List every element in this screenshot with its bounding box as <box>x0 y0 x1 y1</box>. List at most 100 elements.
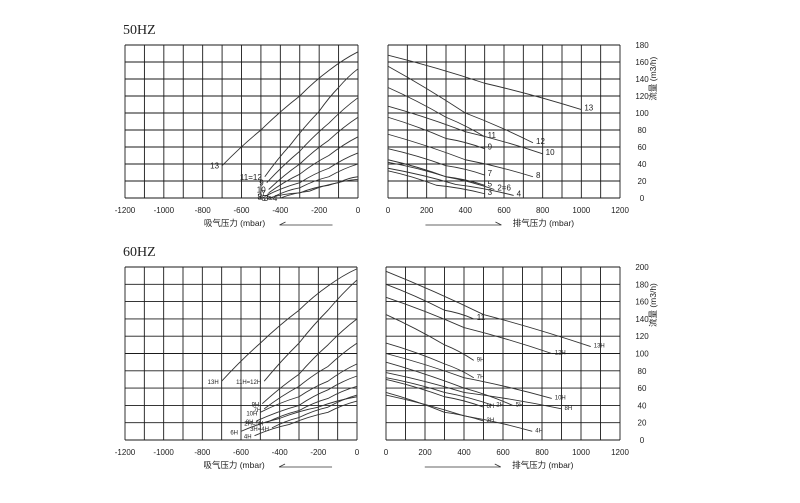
series-line-11 <box>385 283 474 320</box>
x-axis-arrow <box>425 221 502 226</box>
series-line-9H <box>385 314 475 361</box>
series-line-4 <box>387 167 514 196</box>
series-label-4H: 4H <box>535 428 543 434</box>
series-label-8: 8 <box>257 192 262 201</box>
series-label-9: 9 <box>488 143 493 152</box>
series-line-7H <box>385 342 474 379</box>
y-tick-label: 160 <box>635 298 649 307</box>
x-tick-label: -400 <box>272 448 289 457</box>
chart-panel-discharge-50: 0 200 400 600 800 1000 1200 0 20 40 60 80 100 120 140 1… <box>386 41 658 228</box>
x-tick-label: 1000 <box>572 206 590 215</box>
series-line-11=12 <box>264 68 359 178</box>
series-line-5H <box>385 361 513 406</box>
x-tick-label: -800 <box>195 206 212 215</box>
x-axis-label: 吸气压力 (mbar) <box>204 218 266 228</box>
series-label-3: 3 <box>488 188 493 197</box>
series-line-6H <box>385 379 484 408</box>
x-tick-label: 0 <box>355 448 360 457</box>
series-line-7 <box>268 136 359 194</box>
grid <box>385 266 621 441</box>
series-line-9 <box>266 97 359 184</box>
y-tick-label: 60 <box>638 143 647 152</box>
series-label-8H: 8H <box>246 420 254 426</box>
series-label-5: 5 <box>488 179 493 188</box>
series-line-12 <box>387 65 534 144</box>
x-axis-arrow <box>424 463 501 468</box>
x-tick-label: 0 <box>384 448 389 457</box>
series-line-4H <box>385 394 533 432</box>
chart-panel-discharge-60: 0 200 400 600 800 1000 1200 0 20 40 60 80 100 120 140 1… <box>384 263 658 470</box>
series-line-4H <box>254 400 358 437</box>
series-line-8H <box>385 372 562 410</box>
series-label-2=6: 2=6 <box>497 184 511 193</box>
series-line-13 <box>387 54 582 111</box>
y-axis-label: 流量 (m3/h) <box>648 57 658 101</box>
x-tick-label: -400 <box>272 206 289 215</box>
series-label-8: 8 <box>536 171 541 180</box>
series-label-9H: 9H <box>252 403 260 409</box>
series-line-2=6 <box>387 159 495 190</box>
series-label-9: 9 <box>259 179 264 188</box>
x-tick-label: -200 <box>310 448 327 457</box>
series-label-7: 7 <box>488 169 493 178</box>
chart-panel-suction-60: 60HZ -1200 -1000 -800 -600 -400 -200 0 吸气压力 (mba… <box>115 245 360 470</box>
y-tick-label: 140 <box>635 75 649 84</box>
x-tick-label: -1000 <box>153 448 174 457</box>
y-axis-label: 流量 (m3/h) <box>648 283 658 327</box>
y-tick-label: 60 <box>638 384 647 393</box>
series-label-7H: 7H <box>477 375 485 381</box>
x-tick-label: 600 <box>496 448 510 457</box>
series-label-5H: 5H <box>516 402 524 408</box>
x-tick-label: 800 <box>536 206 550 215</box>
series-line-11 <box>387 87 485 138</box>
series-line-8 <box>387 133 534 178</box>
series-label-10H: 10H <box>555 395 566 401</box>
y-tick-label: 20 <box>638 177 647 186</box>
x-tick-label: -1200 <box>115 206 136 215</box>
series-line-7H <box>263 342 358 410</box>
frequency-label: 50HZ <box>123 23 156 38</box>
x-tick-label: 1000 <box>572 448 590 457</box>
x-axis-label: 排气压力 (mbar) <box>513 218 575 228</box>
series-line-2=5 <box>274 163 359 197</box>
series-label-3=4: 3=4 <box>264 194 278 203</box>
series-line-2H=5H <box>265 385 358 424</box>
y-tick-label: 100 <box>635 350 649 359</box>
series-label-11H=12H: 11H=12H <box>236 380 261 386</box>
y-tick-label: 140 <box>635 315 649 324</box>
x-tick-label: -600 <box>233 448 250 457</box>
y-tick-label: 40 <box>638 401 647 410</box>
series-label-10H: 10H <box>246 411 257 417</box>
y-tick-label: 80 <box>638 367 647 376</box>
x-tick-label: -600 <box>233 206 250 215</box>
y-tick-label: 180 <box>635 41 649 50</box>
series-label-2=5: 2=5 <box>258 192 272 201</box>
series-line-10H <box>385 353 552 399</box>
x-tick-label: 1200 <box>611 206 629 215</box>
series-line-13H <box>221 268 358 382</box>
x-tick-label: 200 <box>420 206 434 215</box>
series-label-11: 11 <box>488 131 497 140</box>
series-line-6 <box>268 178 359 199</box>
x-axis-arrow <box>278 463 333 468</box>
grid <box>387 44 621 199</box>
series-label-13H: 13H <box>208 380 219 386</box>
series-label-10: 10 <box>546 148 555 157</box>
frequency-label: 60HZ <box>123 245 156 260</box>
series-line-13H <box>385 270 591 348</box>
series-line-3 <box>387 170 485 195</box>
y-tick-label: 180 <box>635 280 649 289</box>
y-tick-label: 80 <box>638 126 647 135</box>
x-tick-label: 400 <box>457 448 471 457</box>
x-tick-label: -800 <box>194 448 211 457</box>
y-tick-label: 20 <box>638 419 647 428</box>
y-tick-label: 100 <box>635 109 649 118</box>
x-tick-label: -1200 <box>115 448 136 457</box>
series-line-9H <box>261 318 358 405</box>
x-tick-label: 200 <box>418 448 432 457</box>
y-tick-label: 120 <box>635 332 649 341</box>
series-label-13: 13 <box>584 104 593 113</box>
x-tick-label: -1000 <box>154 206 175 215</box>
y-tick-label: 0 <box>640 194 645 203</box>
